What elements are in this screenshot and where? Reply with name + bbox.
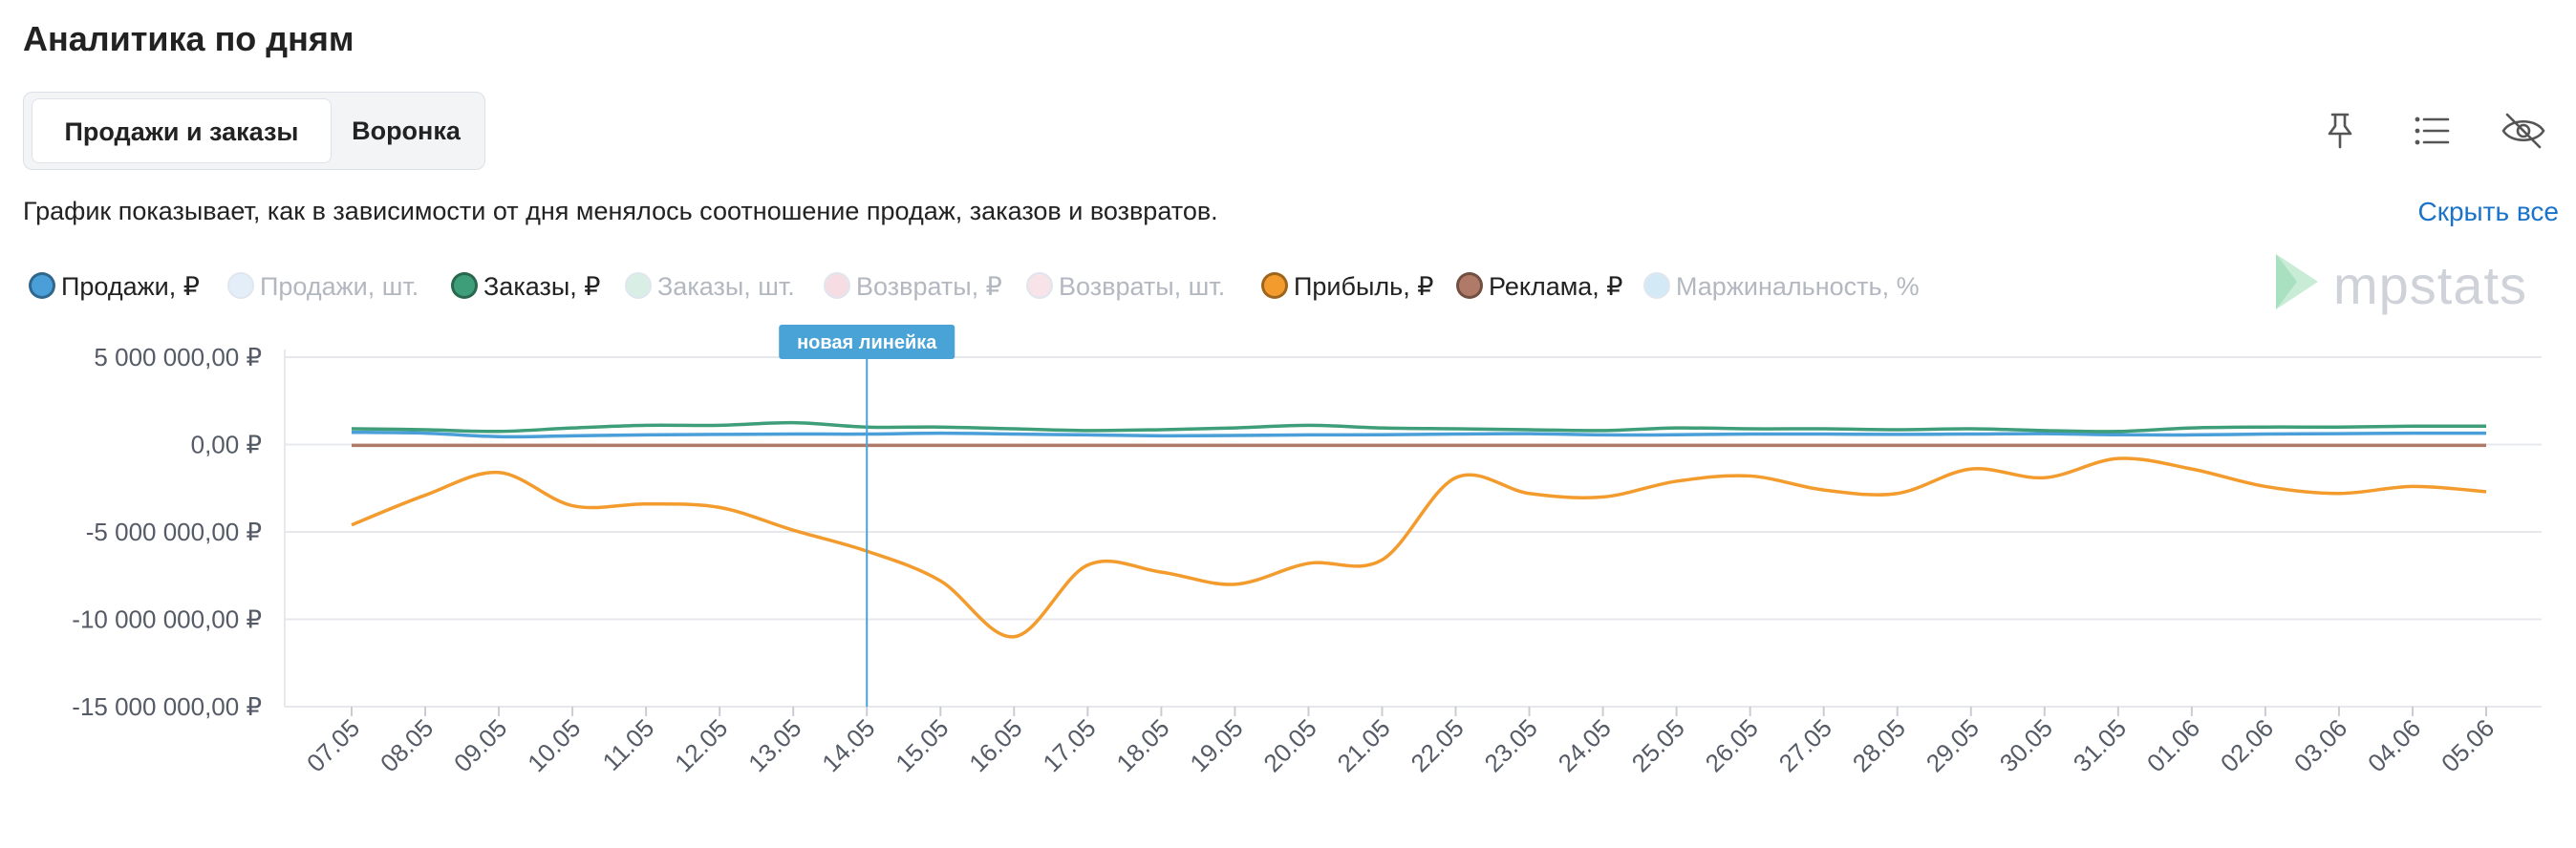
x-tick-label: 13.05 [742,713,806,777]
legend-label: Продажи, шт. [260,272,419,301]
legend-label: Возвраты, ₽ [856,272,1002,301]
legend-dot [1261,272,1288,299]
legend-label: Прибыль, ₽ [1294,272,1434,301]
x-tick-label: 20.05 [1257,713,1321,777]
logo-icon [2276,254,2318,309]
legend-label: Возвраты, шт. [1059,272,1226,301]
x-tick-label: 11.05 [597,713,660,776]
legend-label: Маржинальность, % [1676,272,1920,301]
x-tick-label: 27.05 [1773,713,1837,777]
daily-analytics-chart: 5 000 000,00 ₽ 0,00 ₽ -5 000 000,00 ₽ -10 0… [72,325,2542,777]
logo-text: mpstats [2333,255,2528,315]
legend-dot [625,272,652,299]
legend-dot [29,272,55,299]
x-tick-label: 23.05 [1479,713,1543,777]
page-title: Аналитика по дням [23,19,354,58]
x-tick-label: 03.06 [2288,713,2352,777]
y-tick-label: -10 000 000,00 ₽ [72,605,262,634]
x-tick-label: 30.05 [1994,713,2058,777]
x-tick-label: 02.06 [2215,713,2279,777]
y-tick-label: -5 000 000,00 ₽ [86,518,262,546]
x-tick-label: 22.05 [1406,713,1470,777]
legend-label: Продажи, ₽ [61,272,200,301]
legend-dot [824,272,850,299]
x-tick-label: 16.05 [963,713,1027,777]
hide-all-link[interactable]: Скрыть все [2417,197,2560,226]
y-tick-label: 0,00 ₽ [191,431,262,459]
legend-dot [1456,272,1483,299]
y-tick-label: 5 000 000,00 ₽ [94,343,262,371]
x-tick-label: 09.05 [448,713,512,777]
x-tick-label: 19.05 [1184,713,1248,777]
legend-label: Заказы, ₽ [483,272,601,301]
annotation-label: новая линейка [797,332,937,353]
view-tabs: Продажи и заказы Воронка [23,92,485,170]
x-tick-label: 07.05 [301,713,365,777]
pin-button[interactable] [2316,107,2364,155]
legend-dot [1643,272,1670,299]
eye-off-icon [2501,113,2545,149]
x-tick-label: 17.05 [1037,713,1101,777]
legend-dot [1026,272,1053,299]
x-tick-label: 21.05 [1331,713,1395,777]
x-tick-label: 28.05 [1847,713,1911,777]
x-tick-label: 05.06 [2436,713,2500,777]
x-tick-label: 01.06 [2141,713,2205,777]
list-icon [2415,117,2450,145]
x-tick-label: 18.05 [1110,713,1174,777]
pin-icon [2328,113,2352,149]
annotation-badge [779,325,955,359]
tab-funnel[interactable]: Воронка [352,117,461,145]
list-button[interactable] [2408,107,2456,155]
legend-dot [451,272,478,299]
x-tick-label: 14.05 [816,713,880,777]
legend-label: Реклама, ₽ [1489,272,1623,301]
legend-dot [227,272,254,299]
x-tick-label: 29.05 [1921,713,1985,777]
x-tick-label: 26.05 [1700,713,1764,777]
x-tick-label: 12.05 [669,713,733,777]
series-line-прибыль [351,456,2487,639]
x-tick-label: 24.05 [1553,713,1617,777]
x-tick-label: 10.05 [522,713,586,777]
hide-chart-button[interactable] [2500,107,2547,155]
x-tick-label: 08.05 [375,713,439,777]
x-tick-label: 25.05 [1626,713,1690,777]
chart-description: График показывает, как в зависимости от … [23,197,1218,225]
series-line-продажи [351,430,2487,439]
legend-label: Заказы, шт. [657,272,795,301]
y-tick-label: -15 000 000,00 ₽ [72,692,262,721]
mpstats-logo: mpstats [2268,250,2545,315]
x-tick-label: 15.05 [890,713,954,777]
x-tick-label: 04.06 [2362,713,2426,777]
tab-sales-orders[interactable]: Продажи и заказы [32,98,332,163]
x-tick-label: 31.05 [2068,713,2132,777]
series-line-заказы [351,420,2487,434]
